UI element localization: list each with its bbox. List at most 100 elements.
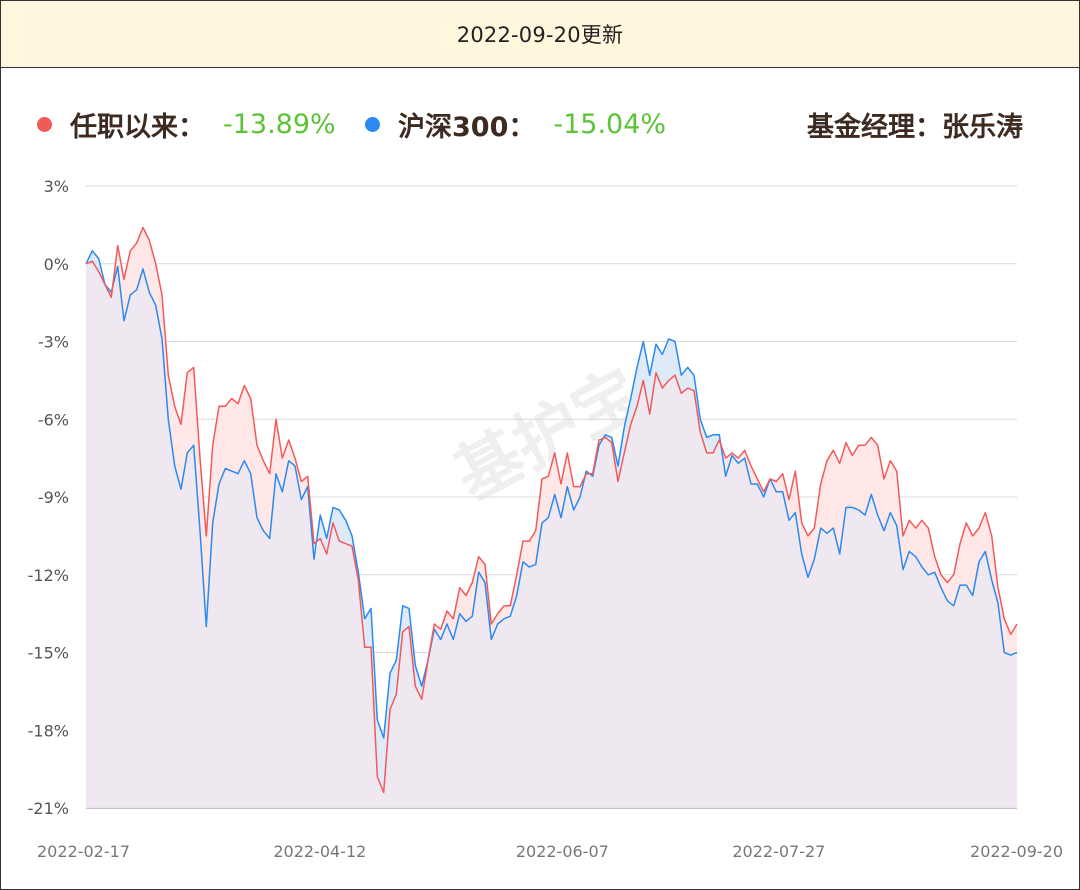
between-area — [466, 582, 473, 622]
x-tick-label: 2022-09-20 — [970, 842, 1063, 861]
between-area — [136, 227, 143, 290]
y-tick-label: -21% — [28, 799, 69, 818]
between-area — [326, 507, 333, 554]
between-area — [839, 442, 846, 554]
base-area — [86, 261, 1017, 808]
index-label: 沪深300： — [398, 112, 536, 143]
fund-label: 任职以来： — [70, 112, 205, 143]
index-return-value: -15.04% — [553, 109, 667, 140]
legend-index: 沪深300： -15.04% — [365, 105, 666, 144]
between-area — [282, 440, 289, 492]
between-area — [789, 471, 796, 521]
x-tick-label: 2022-07-27 — [732, 842, 825, 861]
update-title: 2022-09-20更新 — [456, 23, 624, 47]
between-area — [263, 460, 270, 539]
index-series-line — [85, 250, 1018, 739]
between-area — [890, 460, 897, 526]
between-area — [554, 452, 561, 518]
between-area — [276, 419, 283, 492]
between-area — [200, 458, 207, 627]
between-area — [206, 445, 213, 627]
x-axis: 2022-02-17 2022-04-12 2022-06-07 2022-07-27… — [37, 842, 1063, 861]
update-header: 2022-09-20更新 — [1, 1, 1079, 68]
between-area — [143, 227, 150, 293]
fund-series-line — [85, 226, 1018, 794]
between-area — [637, 341, 644, 407]
between-area — [643, 341, 650, 415]
between-area — [814, 484, 821, 560]
between-area — [402, 605, 409, 632]
between-area — [187, 367, 194, 453]
between-area — [219, 406, 226, 484]
between-area — [915, 520, 922, 567]
between-area — [491, 613, 498, 640]
between-area — [738, 450, 745, 464]
between-area — [808, 528, 815, 578]
between-area — [149, 240, 156, 306]
chart-areas — [86, 227, 1017, 808]
between-area — [130, 243, 137, 295]
between-area — [668, 338, 675, 381]
between-area — [231, 398, 238, 474]
between-area — [155, 263, 162, 339]
between-area — [567, 452, 574, 510]
between-area — [871, 437, 878, 516]
between-area — [269, 419, 276, 539]
y-tick-label: -3% — [38, 333, 69, 352]
between-area — [687, 367, 694, 391]
between-area — [516, 541, 523, 596]
y-tick-label: -15% — [28, 644, 69, 663]
between-area — [193, 367, 200, 531]
index-dot-icon — [365, 117, 380, 132]
y-tick-label: -18% — [28, 721, 69, 740]
between-area — [453, 587, 460, 640]
between-area — [535, 478, 542, 565]
between-area — [548, 452, 555, 518]
x-tick-label: 2022-06-07 — [516, 842, 609, 861]
between-area — [542, 476, 549, 523]
y-tick-label: -9% — [38, 488, 69, 507]
legend-fund: 任职以来： -13.89% — [37, 105, 336, 144]
x-tick-label: 2022-04-12 — [273, 842, 366, 861]
between-area — [884, 460, 891, 531]
fund-dot-icon — [37, 117, 52, 132]
between-area — [865, 437, 872, 516]
between-area — [377, 719, 384, 793]
fund-manager: 基金经理：张乐涛 — [807, 112, 1023, 143]
between-area — [700, 419, 707, 453]
between-area — [966, 522, 973, 596]
between-area — [459, 587, 466, 622]
between-area — [257, 445, 264, 531]
between-area — [985, 512, 992, 580]
between-area — [561, 452, 568, 518]
between-area — [244, 385, 251, 474]
between-area — [960, 522, 967, 586]
between-area — [947, 574, 954, 606]
between-area — [928, 528, 935, 575]
y-tick-label: -12% — [28, 566, 69, 585]
y-axis: 3% 0% -3% -6% -9% -12% -15% -18% -21% — [28, 177, 69, 818]
chart-lines — [85, 226, 1018, 794]
between-area — [934, 556, 941, 588]
between-area — [624, 398, 631, 453]
between-area — [846, 442, 853, 508]
between-area — [801, 522, 808, 578]
between-area — [776, 473, 783, 492]
between-area — [909, 520, 916, 557]
between-area — [447, 611, 454, 640]
between-area — [656, 344, 663, 389]
between-area — [504, 605, 511, 619]
between-area — [649, 344, 656, 415]
between-area — [440, 611, 447, 640]
between-area — [238, 385, 245, 474]
between-area — [858, 445, 865, 516]
between-area — [1010, 624, 1017, 656]
fund-return-value: -13.89% — [223, 109, 336, 140]
between-area — [833, 450, 840, 554]
between-area — [523, 541, 530, 567]
x-tick-label: 2022-02-17 — [37, 842, 130, 861]
between-area — [92, 250, 99, 272]
between-area — [212, 406, 219, 523]
between-area — [972, 528, 979, 596]
